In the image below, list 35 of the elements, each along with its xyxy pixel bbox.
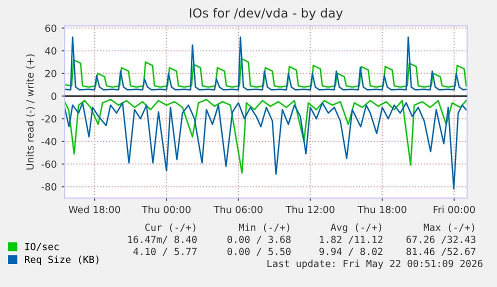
y-tick-label: -40 [42, 138, 56, 146]
text: 4.10 / 5.77 [133, 248, 197, 256]
text: 81.46 /52.67 [406, 248, 476, 256]
text: Min (-/+) [238, 223, 290, 232]
text: Avg (-/+) [330, 223, 382, 233]
text: Cur (-/+) [145, 223, 196, 232]
line-series [64, 102, 467, 190]
text: 16.47m/ 8.40 [128, 236, 197, 244]
x-tick-label: Fri 00:00 [434, 206, 475, 214]
y-tick-label: -20 [42, 115, 56, 123]
x-tick-label: Wed 18:00 [68, 206, 120, 214]
y-tick-label: 60 [45, 24, 56, 32]
text: 67.26 /32.43 [406, 236, 476, 244]
x-tick-label: Thu 00:00 [142, 206, 191, 214]
x-tick-label: Thu 06:00 [214, 206, 262, 214]
y-tick-label: 40 [45, 47, 56, 55]
y-tick-label: 0 [51, 92, 56, 100]
chart-title: IOs for /dev/vda - by day [190, 8, 343, 20]
line-series [64, 36, 467, 91]
line-series [64, 58, 467, 88]
legend-label: Req Size (KB) [24, 256, 98, 265]
text: 0.00 / 5.50 [227, 248, 291, 256]
text: 9.94 / 8.02 [319, 248, 382, 256]
x-tick-label: Thu 18:00 [358, 206, 406, 214]
text: 0.00 / 3.68 [227, 236, 291, 244]
legend-label: IO/sec [25, 242, 59, 251]
text: Max (-/+) [424, 223, 474, 232]
y-tick-label: 20 [45, 70, 56, 78]
text: 1.82 /11.12 [320, 236, 382, 244]
x-tick-label: Thu 12:00 [286, 206, 334, 214]
y-axis-title: Units read (-) / write (+) [26, 54, 35, 170]
y-tick-label: -60 [42, 160, 56, 168]
line-series [64, 98, 467, 174]
text: Last update: Fri May 22 00:51:09 2026 [268, 260, 482, 270]
y-tick-label: -80 [42, 183, 56, 191]
